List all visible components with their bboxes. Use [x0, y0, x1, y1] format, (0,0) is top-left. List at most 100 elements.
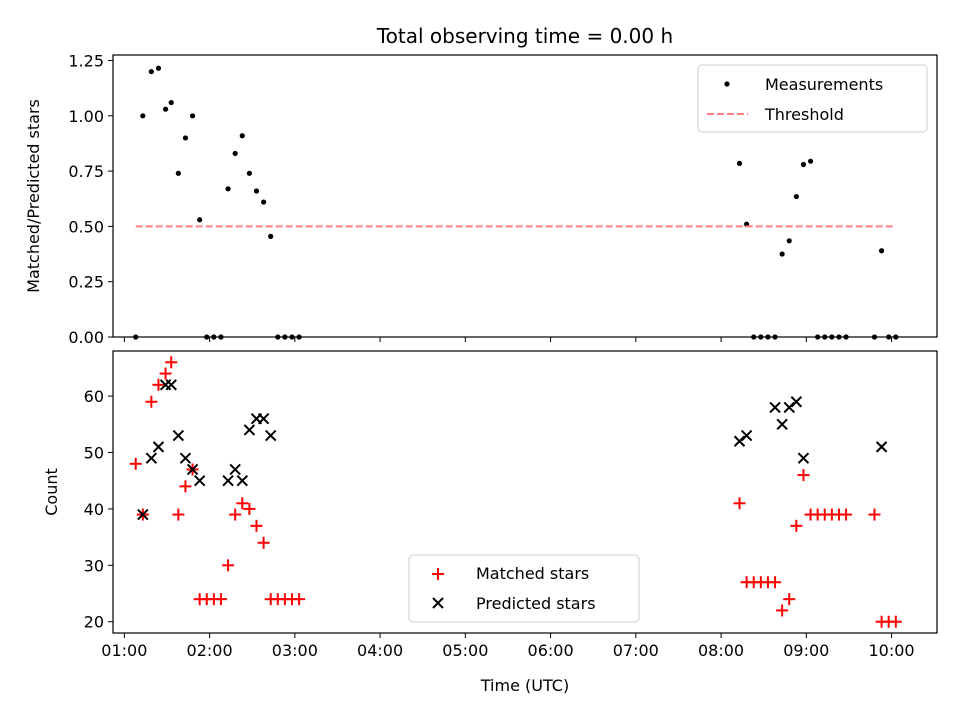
x-tick-label: 07:00: [613, 641, 659, 660]
matched-stars-point: [222, 559, 235, 572]
chart-title: Total observing time = 0.00 h: [376, 24, 673, 48]
predicted-stars-point: [172, 429, 185, 442]
predicted-stars-point: [193, 475, 206, 487]
predicted-stars-point: [137, 508, 149, 521]
measurements-point: [779, 251, 785, 257]
x-tick-label: 10:00: [868, 641, 914, 660]
matched-stars-point: [769, 576, 782, 589]
matched-stars-point: [159, 367, 172, 380]
top-panel: 0.00 0.25 0.50 0.75 1.00 1.25 Matched/Predict…: [24, 52, 938, 347]
top-legend: Measurements Threshold: [697, 64, 928, 133]
measurements-point: [253, 188, 260, 194]
x-tick-label: 02:00: [187, 641, 233, 660]
measurements-point: [800, 161, 807, 168]
predicted-stars-point: [145, 452, 158, 464]
predicted-stars-point: [179, 452, 192, 464]
bottom-panel: 20 30 40 50 60 01:00 02:00 03:00 04:00 05:00 06:0…: [42, 350, 938, 695]
x-axis-label: Time (UTC): [480, 676, 569, 695]
measurements-point: [175, 170, 181, 176]
matched-stars-point: [152, 378, 165, 391]
measurements-point: [155, 65, 162, 71]
matched-stars-point: [236, 497, 249, 510]
predicted-stars-point: [875, 441, 888, 453]
top-x-ticks: [123, 337, 893, 342]
legend-predicted-label: Predicted stars: [476, 594, 596, 613]
predicted-stars-point: [229, 463, 241, 476]
measurements-point: [736, 160, 743, 166]
top-axes-frame: [112, 54, 938, 338]
matched-stars-point: [214, 593, 227, 606]
x-tick-label: 05:00: [442, 641, 488, 660]
x-tick-label: 09:00: [783, 641, 829, 660]
bottom-axes-frame: [112, 350, 938, 634]
predicted-stars-point: [236, 475, 248, 487]
top-y-tick-label: 0.00: [68, 328, 104, 347]
top-y-tick-label: 0.25: [68, 273, 104, 292]
measurements-point: [260, 199, 267, 205]
matched-stars-point: [790, 519, 803, 532]
top-y-tick-label: 1.25: [68, 52, 104, 71]
bottom-x-ticks: 01:00 02:00 03:00 04:00 05:00 06:00 07:00 08:00…: [101, 633, 915, 660]
measurements-point: [189, 113, 196, 119]
predicted-stars-point: [264, 429, 277, 442]
measurements-point: [162, 106, 169, 112]
bottom-legend: Matched stars Predicted stars: [408, 554, 640, 623]
x-tick-label: 03:00: [272, 641, 318, 660]
top-y-tick-label: 1.00: [68, 107, 104, 126]
bottom-y-axis-label: Count: [42, 468, 61, 516]
predicted-stars-point: [797, 452, 810, 464]
measurements-point: [140, 113, 146, 119]
bottom-legend-box: [408, 554, 640, 623]
measurements-point: [182, 135, 189, 141]
bottom-y-tick-label: 20: [84, 613, 104, 632]
predicted-stars-point: [783, 401, 795, 414]
matched-stars-point: [257, 536, 270, 549]
predicted-stars-point: [222, 475, 234, 487]
measurements-point: [786, 238, 792, 244]
measurements-point: [878, 248, 885, 254]
measurements-point: [197, 217, 203, 223]
matched-stars-point: [293, 593, 306, 606]
bottom-plot-area: [129, 356, 902, 628]
measurements-point: [225, 186, 231, 192]
predicted-stars-point: [733, 435, 746, 447]
legend-matched-label: Matched stars: [476, 564, 589, 583]
bottom-y-tick-label: 50: [84, 444, 104, 463]
x-tick-label: 01:00: [101, 641, 147, 660]
measurements-point: [239, 133, 245, 139]
top-y-tick-label: 0.50: [68, 217, 104, 236]
matched-stars-point: [165, 356, 178, 369]
predicted-stars-point: [243, 424, 256, 436]
matched-stars-point: [733, 497, 746, 510]
matched-stars-point: [243, 502, 256, 515]
bottom-y-tick-label: 30: [84, 556, 104, 575]
matched-stars-point: [145, 395, 158, 408]
legend-matched-marker: [432, 568, 444, 580]
matched-stars-point: [868, 508, 881, 521]
matched-stars-point: [840, 508, 853, 521]
bottom-y-ticks: 20 30 40 50 60: [84, 387, 113, 632]
predicted-stars-point: [776, 418, 788, 431]
measurements-point: [793, 193, 799, 200]
matched-stars-point: [129, 457, 142, 470]
predicted-stars-point: [186, 463, 199, 476]
legend-measurements-marker: [724, 81, 730, 87]
measurements-point: [168, 99, 174, 106]
x-tick-label: 08:00: [698, 641, 744, 660]
matched-stars-point: [172, 508, 185, 521]
matched-stars-point: [783, 593, 796, 606]
predicted-stars-point: [769, 401, 781, 414]
predicted-stars-point: [790, 396, 803, 408]
measurements-point: [807, 158, 814, 164]
top-y-tick-label: 0.75: [68, 162, 104, 181]
matched-stars-point: [179, 480, 192, 493]
predicted-stars-point: [740, 429, 753, 442]
matched-stars-point: [776, 604, 789, 617]
predicted-stars-point: [165, 379, 177, 391]
predicted-stars-point: [152, 441, 165, 453]
measurements-point: [148, 68, 154, 75]
top-y-ticks: 0.00 0.25 0.50 0.75 1.00 1.25: [68, 52, 113, 347]
bottom-y-tick-label: 60: [84, 387, 104, 406]
bottom-y-tick-label: 40: [84, 500, 104, 519]
